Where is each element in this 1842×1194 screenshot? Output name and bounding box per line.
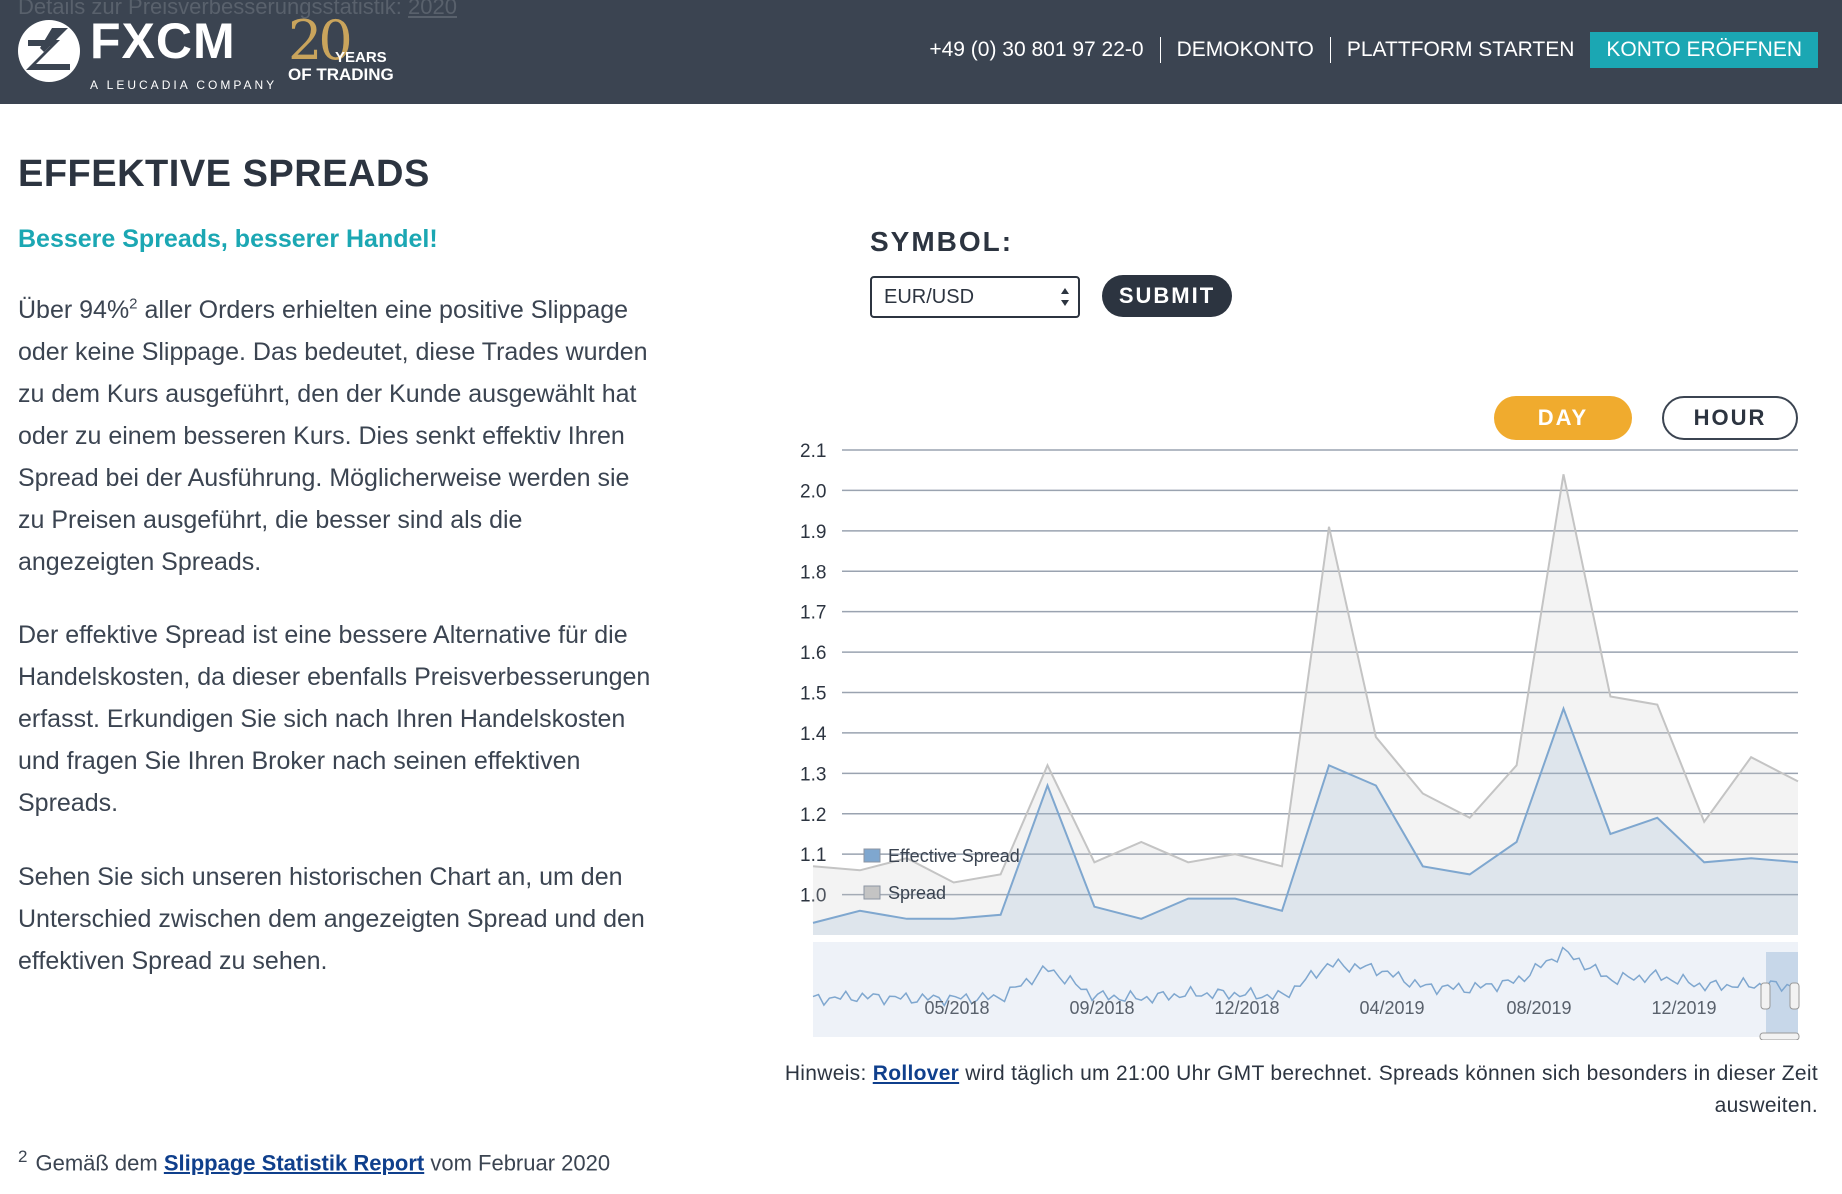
intro-paragraph: Über 94%2 aller Orders erhielten eine po… (18, 289, 658, 583)
header-nav: +49 (0) 30 801 97 22-0 DEMOKONTO PLATTFO… (913, 32, 1818, 68)
nav-start-platform-link[interactable]: PLATTFORM STARTEN (1346, 38, 1575, 61)
footnote-ref: 2 (129, 295, 138, 313)
y-tick-label: 1.5 (800, 684, 826, 705)
y-tick-label: 2.0 (800, 481, 826, 502)
anniversary-number: 20 (288, 9, 353, 72)
navigator-background (813, 942, 1798, 1037)
footnote-text-b: vom Februar 2020 (424, 1150, 611, 1176)
navigator-date-label: 12/2019 (1651, 998, 1716, 1018)
intro-lead: Über 94% (18, 296, 130, 324)
anniversary-years: YEARS (335, 49, 387, 66)
series-line-spread (812, 474, 1799, 884)
footnote-text-a: Gemäß dem (35, 1150, 164, 1176)
legend-item[interactable]: Effective Spread (888, 846, 1020, 866)
navigator-date-label: 08/2019 (1506, 998, 1571, 1018)
y-tick-label: 1.4 (800, 724, 827, 745)
symbol-select[interactable]: EUR/USD (870, 276, 1080, 318)
navigator-series (812, 946, 1799, 1007)
nav-demo-account-link[interactable]: DEMOKONTO (1161, 37, 1331, 63)
navigator-handle-left[interactable] (1760, 982, 1771, 1010)
intro-body: aller Orders erhielten eine positive Sli… (18, 296, 648, 576)
chart-grid: 1.0 1.1 1.2 1.3 1.4 1.5 1.6 1.7 1.8 1.9 2.0 2.1 (800, 441, 1798, 907)
logo-name: FXCM (90, 13, 236, 69)
series-area-effective-spread (813, 708, 1798, 935)
navigator-date-label: 09/2018 (1069, 998, 1134, 1018)
legend-item[interactable]: Spread (888, 883, 946, 903)
note-prefix: Hinweis: (784, 1062, 873, 1085)
stats-year-link[interactable]: 2020 (408, 0, 457, 19)
y-tick-label: 1.6 (800, 643, 826, 664)
underlying-stats-text: Details zur Preisverbesserungsstatistik:… (18, 0, 457, 20)
select-arrows-icon (1061, 288, 1069, 306)
top-navigation-bar: Details zur Preisverbesserungsstatistik:… (0, 0, 1842, 104)
spread-chart[interactable]: 1.0 1.1 1.2 1.3 1.4 1.5 1.6 1.7 1.8 1.9 2.0 2.1 Eff… (800, 430, 1800, 1040)
fxcm-logo[interactable]: FXCM A LEUCADIA COMPANY (16, 16, 277, 92)
chart-series (812, 474, 1799, 935)
anniversary-trading: OF TRADING (288, 65, 394, 84)
legend-swatch (863, 848, 881, 863)
chart-navigator[interactable]: 05/2018 09/2018 12/2018 04/2019 08/2019 12/20… (812, 942, 1800, 1040)
y-tick-label: 1.3 (800, 764, 826, 785)
hour-toggle-button[interactable]: HOUR (1662, 396, 1798, 440)
effective-spread-paragraph: Der effektive Spread ist eine bessere Al… (18, 621, 651, 817)
anniversary-badge: 20 YEARS OF TRADING (288, 9, 394, 84)
series-area-spread (813, 474, 1798, 935)
navigator-handle-right[interactable] (1789, 982, 1800, 1010)
chart-legend[interactable]: Effective Spread Spread (863, 846, 1020, 903)
logo-subtitle: A LEUCADIA COMPANY (90, 78, 278, 92)
symbol-selected-value: EUR/USD (884, 286, 975, 308)
stats-label: Details zur Preisverbesserungsstatistik: (18, 0, 402, 19)
y-tick-label: 1.9 (800, 522, 826, 543)
navigator-date-label: 04/2019 (1359, 998, 1424, 1018)
logo-wordmark: FXCM A LEUCADIA COMPANY (90, 13, 278, 92)
note-suffix: wird täglich um 21:00 Uhr GMT berechnet.… (959, 1062, 1818, 1117)
y-tick-label: 1.0 (800, 886, 826, 907)
symbol-label: SYMBOL: (870, 226, 1014, 257)
chart-hint-paragraph: Sehen Sie sich unseren historischen Char… (18, 863, 645, 975)
rollover-link[interactable]: Rollover (872, 1062, 960, 1085)
series-line-effective-spread (812, 705, 1799, 924)
submit-button[interactable]: SUBMIT (1102, 275, 1232, 317)
y-tick-label: 2.1 (800, 441, 826, 462)
page-title: EFFEKTIVE SPREADS (18, 153, 430, 195)
navigator-scrollbar[interactable] (1759, 1032, 1800, 1040)
navigator-date-label: 05/2018 (924, 998, 989, 1018)
open-account-button[interactable]: KONTO ERÖFFNEN (1590, 32, 1818, 68)
y-tick-label: 1.1 (800, 845, 826, 866)
footnote-number: 2 (18, 1147, 28, 1166)
slippage-report-link[interactable]: Slippage Statistik Report (163, 1150, 425, 1176)
nav-phone-link[interactable]: +49 (0) 30 801 97 22-0 (913, 37, 1161, 63)
y-tick-label: 1.2 (800, 805, 826, 826)
navigator-date-label: 12/2018 (1214, 998, 1279, 1018)
y-tick-label: 1.8 (800, 562, 826, 583)
footnote: 2 Gemäß dem Slippage Statistik Report vom… (18, 1147, 610, 1176)
tagline: Bessere Spreads, besserer Handel! (18, 225, 438, 253)
legend-swatch (863, 885, 881, 900)
fxcm-logo-icon (18, 20, 80, 82)
y-tick-label: 1.7 (800, 603, 826, 624)
day-toggle-button[interactable]: DAY (1494, 396, 1632, 440)
rollover-note: Hinweis: Rollover wird täglich um 21:00 … (700, 1058, 1818, 1122)
